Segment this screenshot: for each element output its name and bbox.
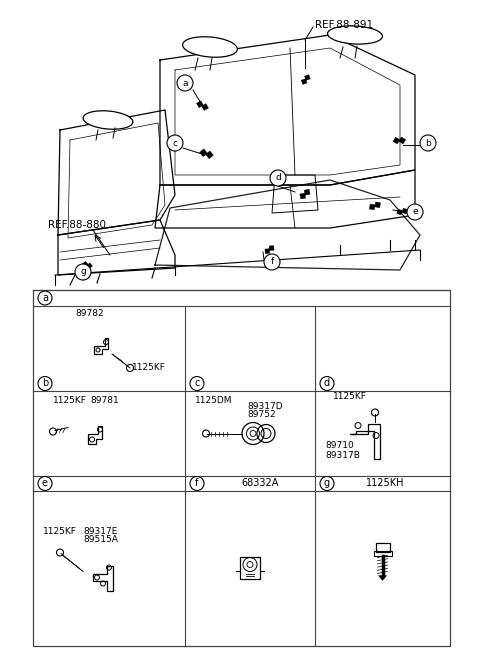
Ellipse shape bbox=[327, 26, 383, 44]
Text: a: a bbox=[182, 79, 188, 87]
Text: 89317E: 89317E bbox=[83, 527, 118, 535]
Text: a: a bbox=[42, 293, 48, 303]
Polygon shape bbox=[196, 101, 208, 110]
Ellipse shape bbox=[83, 111, 133, 129]
Circle shape bbox=[320, 476, 334, 491]
Text: d: d bbox=[324, 379, 330, 388]
Text: 1125KF: 1125KF bbox=[333, 392, 367, 401]
Text: f: f bbox=[270, 258, 274, 266]
Polygon shape bbox=[155, 170, 415, 228]
Text: 89317B: 89317B bbox=[325, 451, 360, 460]
Circle shape bbox=[38, 291, 52, 305]
Circle shape bbox=[190, 476, 204, 491]
Bar bbox=[375, 543, 389, 552]
Polygon shape bbox=[160, 35, 415, 185]
Text: e: e bbox=[42, 478, 48, 489]
Text: c: c bbox=[194, 379, 200, 388]
Polygon shape bbox=[393, 137, 406, 144]
Polygon shape bbox=[200, 149, 214, 159]
Text: 89782: 89782 bbox=[75, 309, 104, 318]
Polygon shape bbox=[272, 175, 318, 213]
Text: REF.88-880: REF.88-880 bbox=[48, 220, 106, 230]
Text: e: e bbox=[412, 207, 418, 216]
Text: 68332A: 68332A bbox=[241, 478, 279, 489]
Polygon shape bbox=[68, 123, 165, 238]
Text: 1125DM: 1125DM bbox=[195, 396, 232, 405]
Text: d: d bbox=[275, 173, 281, 182]
Polygon shape bbox=[300, 190, 310, 199]
Text: 89710: 89710 bbox=[325, 441, 354, 450]
Polygon shape bbox=[58, 110, 175, 235]
Ellipse shape bbox=[182, 37, 238, 57]
Text: 1125KF: 1125KF bbox=[53, 396, 87, 405]
Text: g: g bbox=[324, 478, 330, 489]
Circle shape bbox=[38, 476, 52, 491]
Bar bbox=[0, 0, 480, 285]
Circle shape bbox=[320, 377, 334, 390]
Circle shape bbox=[38, 377, 52, 390]
Circle shape bbox=[270, 170, 286, 186]
Text: 89317D: 89317D bbox=[247, 402, 283, 411]
Polygon shape bbox=[58, 220, 175, 275]
Circle shape bbox=[407, 204, 423, 220]
Text: b: b bbox=[42, 379, 48, 388]
Text: 1125KF: 1125KF bbox=[132, 363, 166, 373]
Text: 1125KH: 1125KH bbox=[366, 478, 404, 489]
Polygon shape bbox=[369, 202, 381, 210]
Text: REF.88-891: REF.88-891 bbox=[315, 20, 373, 30]
Text: c: c bbox=[172, 138, 178, 148]
Text: f: f bbox=[195, 478, 199, 489]
Polygon shape bbox=[397, 208, 408, 215]
Polygon shape bbox=[83, 261, 93, 268]
Circle shape bbox=[190, 377, 204, 390]
Polygon shape bbox=[175, 48, 400, 175]
Polygon shape bbox=[265, 245, 274, 254]
Bar bbox=[240, 556, 260, 579]
Text: 89781: 89781 bbox=[90, 396, 119, 405]
Polygon shape bbox=[301, 75, 310, 85]
Polygon shape bbox=[379, 575, 386, 581]
Text: 1125KF: 1125KF bbox=[43, 527, 77, 535]
Text: 89515A: 89515A bbox=[83, 535, 118, 544]
Bar bbox=[373, 550, 392, 556]
Circle shape bbox=[75, 264, 91, 280]
Circle shape bbox=[264, 254, 280, 270]
Circle shape bbox=[177, 75, 193, 91]
Circle shape bbox=[167, 135, 183, 151]
Text: 89752: 89752 bbox=[247, 410, 276, 419]
Text: g: g bbox=[80, 268, 86, 276]
Text: b: b bbox=[425, 138, 431, 148]
Circle shape bbox=[420, 135, 436, 151]
